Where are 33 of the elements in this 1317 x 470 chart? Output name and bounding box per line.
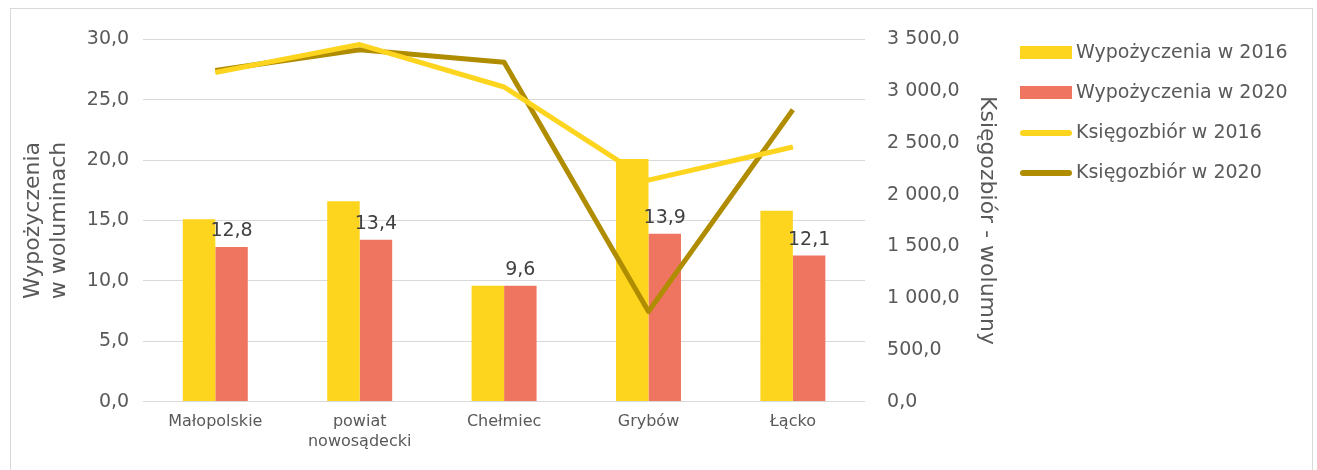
y2-tick-label: 0,0 [887,388,918,411]
bar [215,247,248,402]
bar [471,285,505,402]
x-tick-label: powiat nowosądecki [307,411,412,450]
y-tick-label: 30,0 [86,26,130,49]
y-tick-label: 20,0 [86,147,130,170]
bar [359,239,393,402]
y2-axis-title: Księgozbiór - wolumny [976,96,1002,345]
y-tick-label: 5,0 [98,328,130,351]
bar [792,255,826,402]
y2-tick-label: 3 000,0 [887,78,960,101]
legend-label: Księgozbiór w 2016 [1076,120,1262,142]
y2-tick-label: 1 500,0 [887,233,960,256]
y2-tick-label: 500,0 [887,336,942,359]
y2-tick-label: 3 500,0 [887,26,960,49]
x-tick-label: Łącko [768,411,816,431]
y2-tick-label: 2 500,0 [887,129,960,152]
bar [504,285,537,402]
x-tick-label: Grybów [617,411,680,431]
bar [648,233,681,402]
y2-tick-label: 1 000,0 [887,285,960,308]
legend-label: Wypożyczenia w 2016 [1076,40,1288,62]
y-axis-title: Wypożyczenia w woluminach [18,141,71,300]
data-label: 9,6 [505,257,536,280]
y-tick-label: 25,0 [86,86,130,109]
y2-tick-label: 2 000,0 [887,181,960,204]
y-tick-label: 15,0 [86,207,130,230]
x-tick-label: Chełmiec [466,411,542,431]
y-tick-label: 10,0 [86,267,130,290]
legend-label: Wypożyczenia w 2020 [1076,80,1288,102]
legend-label: Księgozbiór w 2020 [1076,160,1262,182]
x-tick-label: Małopolskie [168,411,263,431]
y-tick-label: 0,0 [98,388,130,411]
